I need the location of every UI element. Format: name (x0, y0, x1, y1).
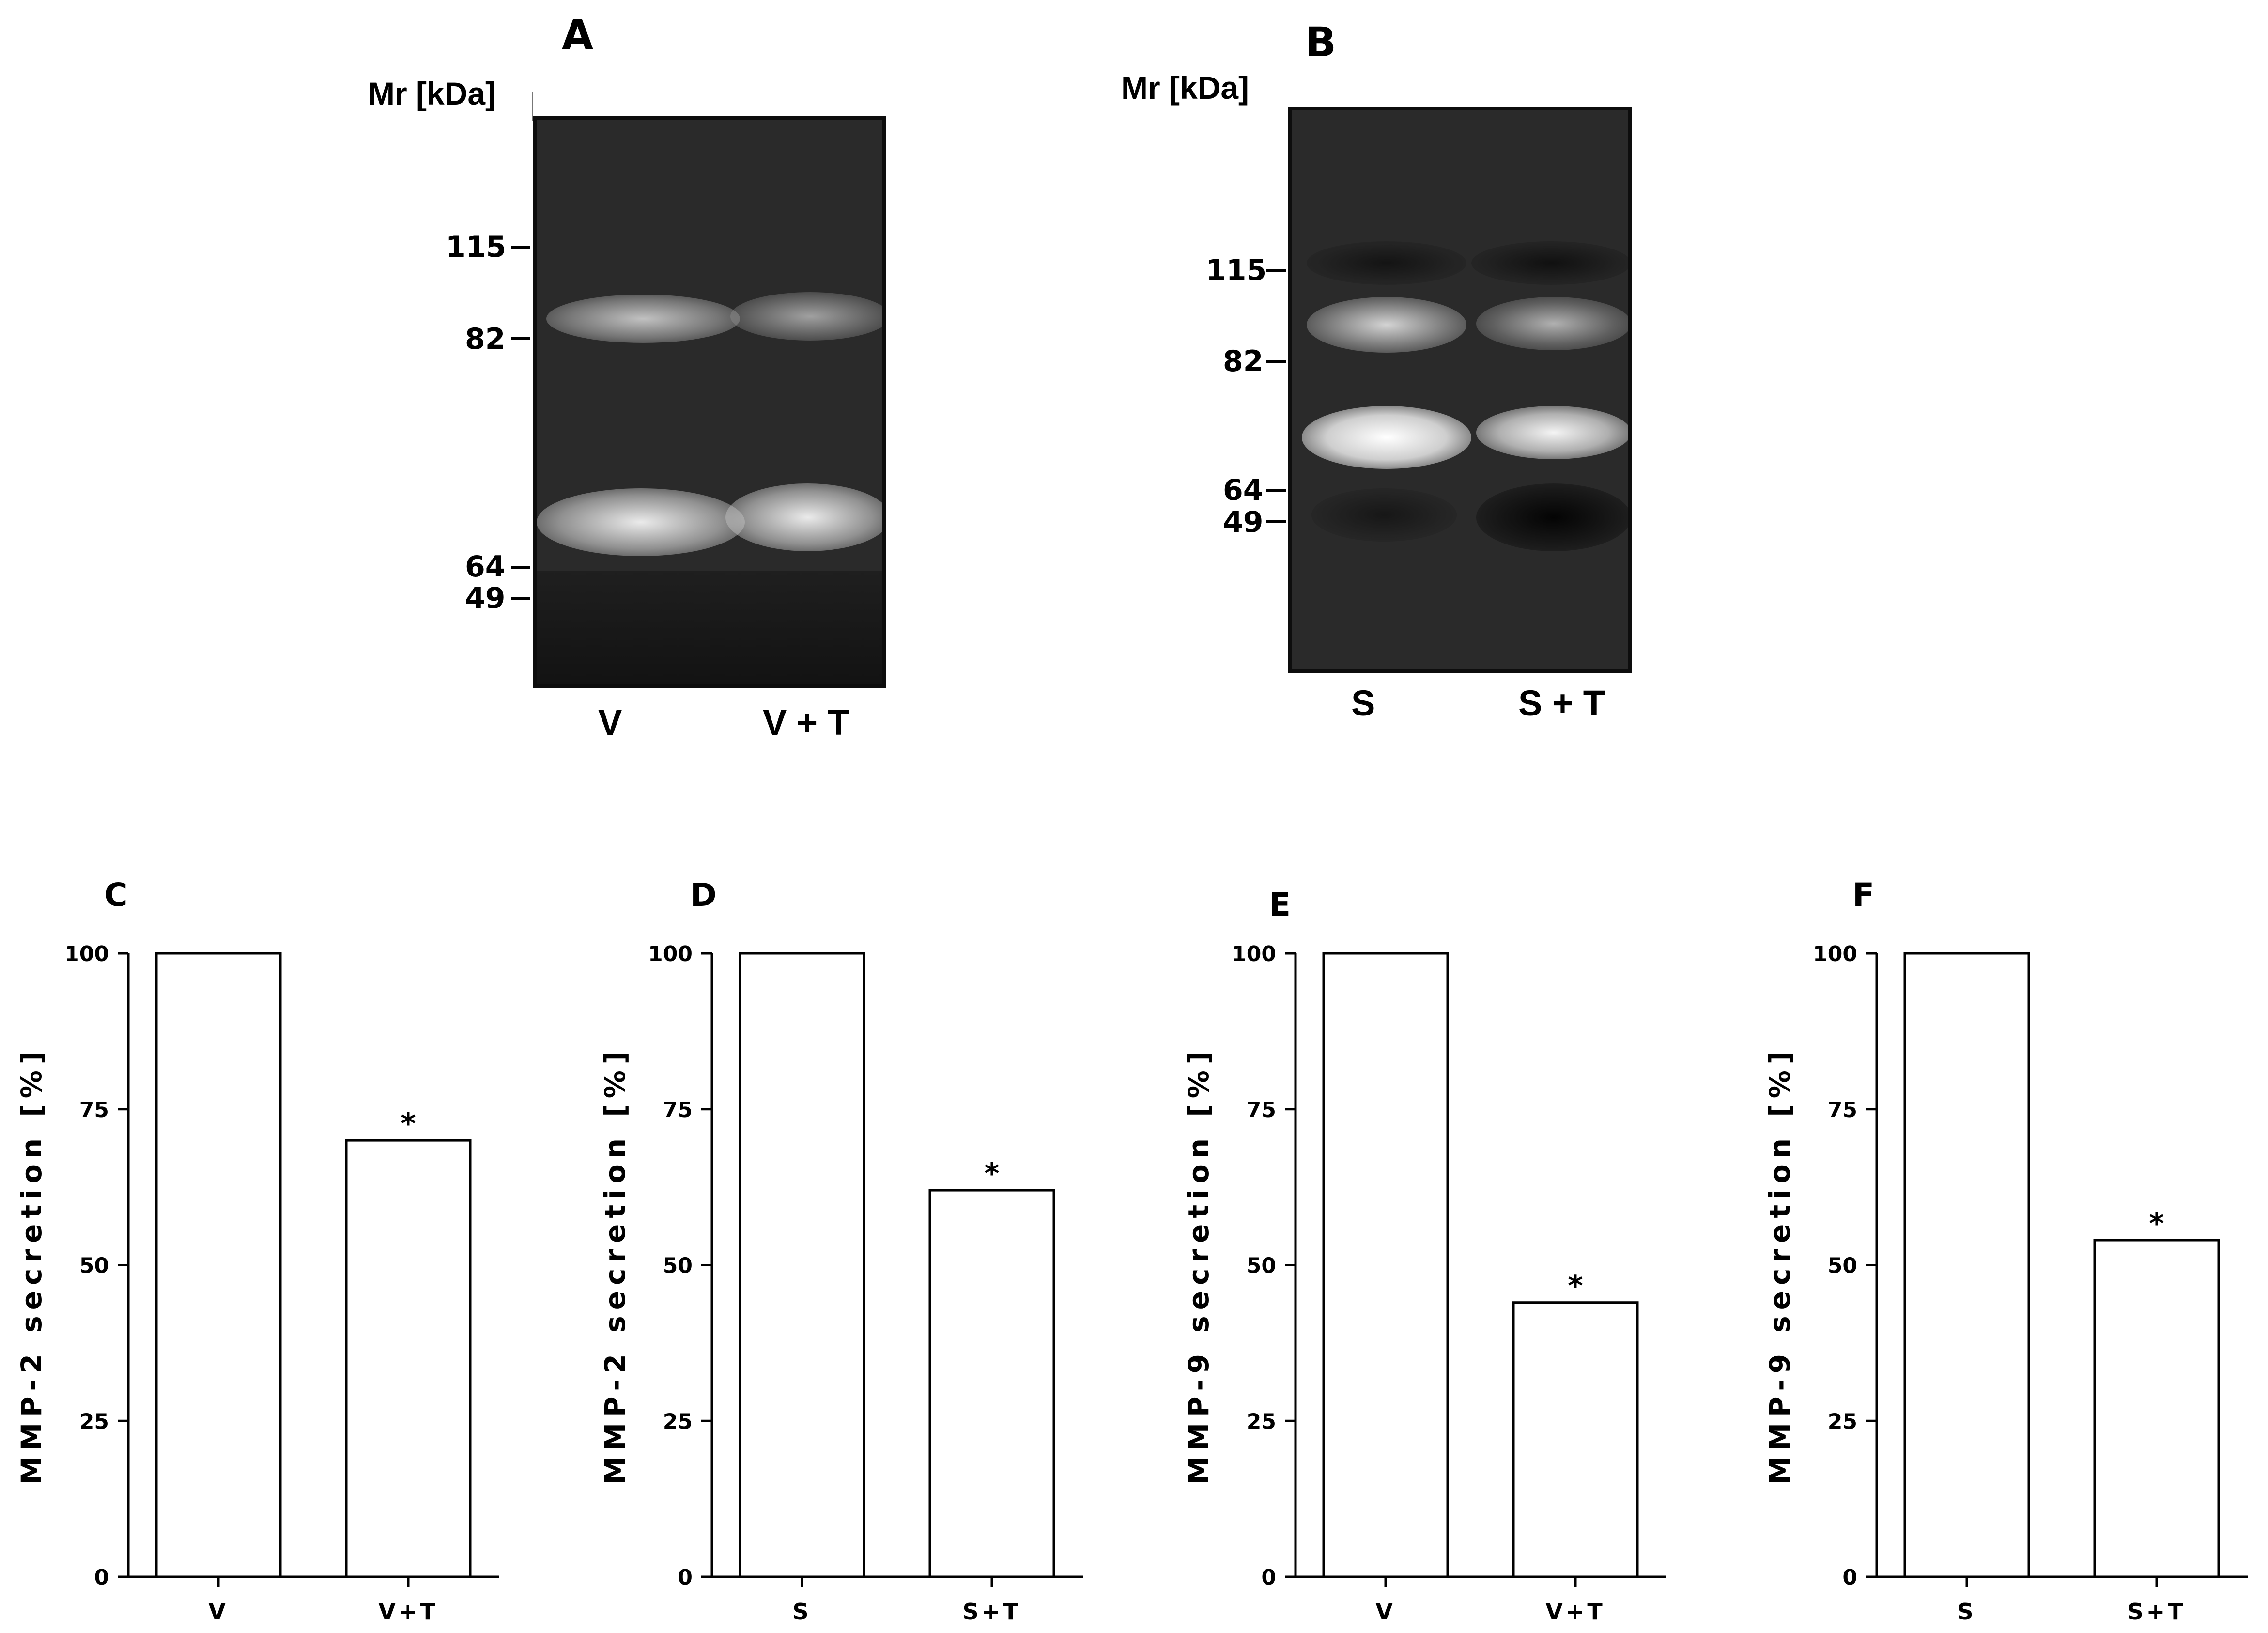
panel-label: D (690, 876, 717, 914)
y-tick-label: 50 (663, 1254, 693, 1278)
marker-label-49-a: 49 (465, 581, 506, 615)
gel-band (1476, 483, 1628, 551)
y-tick-label: 100 (1813, 942, 1857, 966)
gel-band (1471, 241, 1628, 285)
marker-label-49-b: 49 (1223, 505, 1264, 539)
bar (1322, 952, 1449, 1578)
gel-band (1476, 406, 1628, 459)
marker-label-115-b: 115 (1206, 253, 1267, 287)
gel-band (546, 295, 740, 343)
gel-band (730, 292, 882, 341)
y-tick-label: 0 (1842, 1565, 1857, 1590)
y-axis-label: MMP-9 secretion [%] (1763, 1046, 1796, 1485)
panel-label: C (104, 876, 127, 914)
y-tick-label: 0 (94, 1565, 109, 1590)
marker-label-115-a: 115 (446, 230, 507, 264)
marker-tick (1266, 269, 1286, 272)
x-tick-label: S (1957, 1599, 1976, 1625)
chart-e: E 0 25 50 75 100 MMP-9 secretion [%] V V+T * (1182, 886, 1666, 1625)
x-tick-label: V (1375, 1599, 1396, 1625)
marker-tick (1266, 520, 1286, 523)
panel-label: F (1852, 876, 1874, 914)
y-tick-label: 75 (663, 1098, 693, 1122)
marker-tick (511, 337, 530, 340)
bar (1903, 952, 2030, 1578)
mr-axis-line-a (532, 92, 533, 121)
significance-marker: * (984, 1157, 999, 1191)
mr-axis-label-a: Mr [kDa] (368, 76, 496, 111)
gel-band (1307, 241, 1466, 285)
marker-tick (511, 597, 530, 600)
x-tick-label: V+T (1545, 1599, 1605, 1625)
gel-image-b (1288, 107, 1632, 673)
gel-image-a (533, 116, 886, 688)
gel-dark-region (537, 571, 882, 684)
y-tick-label: 25 (663, 1409, 693, 1434)
chart-f: F 0 25 50 75 100 MMP-9 secretion [%] S S+T * (1763, 876, 2248, 1625)
gel-band (1311, 488, 1457, 542)
y-tick-label: 100 (64, 942, 109, 966)
bar (2093, 1239, 2220, 1578)
significance-marker: * (1568, 1269, 1583, 1303)
lane-label-b-1: S (1351, 683, 1375, 723)
y-tick-label: 25 (1828, 1409, 1857, 1434)
lane-label-a-2: V + T (763, 702, 849, 743)
y-tick-label: 100 (648, 942, 693, 966)
x-tick-label: S (792, 1599, 811, 1625)
marker-tick (511, 566, 530, 569)
lane-label-b-2: S + T (1518, 683, 1605, 723)
significance-marker: * (2149, 1207, 2164, 1241)
x-tick-label: S+T (2127, 1599, 2186, 1625)
chart-d: D 0 25 50 75 100 MMP-2 secretion [%] S S+T * (599, 876, 1083, 1625)
gel-band (1307, 297, 1466, 353)
y-tick-label: 50 (79, 1254, 109, 1278)
lane-label-a-1: V (598, 702, 622, 743)
gel-band (725, 483, 882, 551)
x-tick-label: V (208, 1599, 229, 1625)
panel-label-b: B (1305, 18, 1337, 66)
y-tick-label: 75 (1247, 1098, 1276, 1122)
y-axis-label: MMP-2 secretion [%] (599, 1046, 632, 1485)
marker-tick (1266, 489, 1286, 492)
panel-label-a: A (562, 11, 594, 59)
marker-tick (1266, 360, 1286, 363)
marker-label-64-b: 64 (1223, 473, 1264, 507)
bar (155, 952, 282, 1578)
y-tick-label: 25 (79, 1409, 109, 1434)
mr-axis-label-b: Mr [kDa] (1121, 70, 1250, 106)
y-axis-label: MMP-2 secretion [%] (15, 1046, 48, 1485)
x-tick-label: S+T (962, 1599, 1021, 1625)
y-tick-label: 50 (1247, 1254, 1276, 1278)
y-tick-label: 0 (1261, 1565, 1276, 1590)
significance-marker: * (401, 1107, 416, 1141)
y-tick-label: 50 (1828, 1254, 1857, 1278)
y-tick-label: 75 (1828, 1098, 1857, 1122)
y-tick-label: 25 (1247, 1409, 1276, 1434)
gel-band (1476, 297, 1628, 350)
bar (345, 1139, 472, 1578)
gel-band (1302, 406, 1471, 469)
marker-label-64-a: 64 (465, 550, 506, 584)
panel-label: E (1269, 886, 1291, 923)
marker-label-82-b: 82 (1223, 344, 1264, 378)
y-tick-label: 100 (1232, 942, 1276, 966)
bar (928, 1189, 1055, 1578)
x-tick-label: V+T (378, 1599, 438, 1625)
bar (739, 952, 865, 1578)
gel-band (537, 488, 745, 556)
chart-c: C 0 25 50 75 100 MMP-2 secretion [%] V V+T * (15, 876, 499, 1625)
y-tick-label: 0 (678, 1565, 693, 1590)
y-axis-label: MMP-9 secretion [%] (1182, 1046, 1215, 1485)
bar (1512, 1301, 1639, 1578)
y-tick-label: 75 (79, 1098, 109, 1122)
marker-tick (511, 246, 530, 249)
marker-label-82-a: 82 (465, 322, 506, 356)
